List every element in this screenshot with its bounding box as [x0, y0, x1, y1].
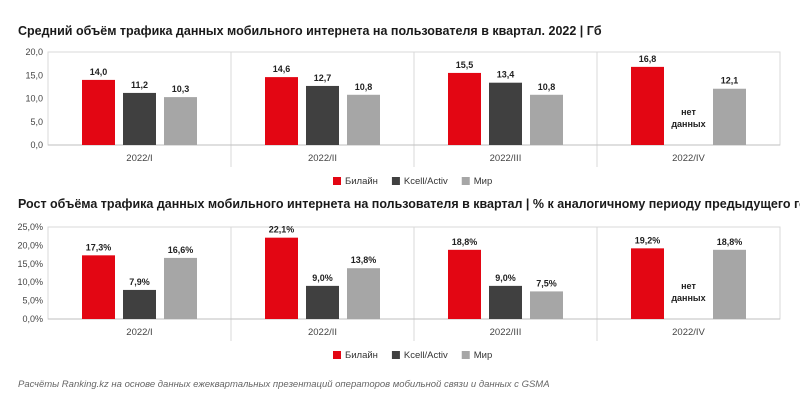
chart2-data-label: 19,2%	[635, 235, 661, 245]
chart1-no-data-label: нет	[681, 107, 696, 117]
chart1-legend-label: Kcell/Activ	[404, 176, 448, 187]
chart1-data-label: 10,8	[355, 82, 373, 92]
chart1-bar	[631, 66, 664, 145]
chart1-bar	[123, 92, 156, 145]
chart1-legend: Билайн Kcell/Activ Мир	[333, 176, 492, 187]
chart1-data-label: 10,8	[538, 82, 556, 92]
chart1-ytick: 15,0	[25, 70, 43, 80]
chart2-legend-swatch	[461, 351, 470, 359]
chart2-ytick: 20,0%	[17, 240, 43, 250]
chart1-bar	[713, 88, 746, 145]
source-note: Расчёты Ranking.kz на основе данных ежек…	[18, 379, 550, 390]
chart2-bar	[448, 249, 481, 319]
chart2-legend-label: Билайн	[345, 350, 378, 361]
chart2-bar	[164, 257, 197, 319]
chart1-bar	[265, 77, 298, 145]
chart2-no-data-label: нет	[681, 281, 696, 291]
chart1-legend-swatch	[333, 177, 341, 185]
chart1-bar	[347, 94, 380, 145]
chart1-category-label: 2022/III	[490, 153, 522, 164]
chart2-data-label: 13,8%	[351, 255, 377, 265]
chart2-bar	[265, 237, 298, 319]
chart1-bar	[530, 94, 563, 145]
chart1-data-label: 13,4	[497, 70, 515, 80]
chart2-legend-label: Мир	[474, 350, 493, 361]
chart1-bar	[448, 72, 481, 145]
chart1-legend-swatch	[461, 177, 470, 185]
chart1-bar	[489, 82, 522, 145]
chart1-data-label: 16,8	[639, 54, 657, 64]
chart1-ytick: 5,0	[30, 117, 43, 127]
chart1-legend-swatch	[391, 177, 400, 185]
chart2-bar	[306, 285, 339, 319]
chart2-category-label: 2022/IV	[672, 327, 705, 338]
chart2-category-label: 2022/III	[490, 327, 522, 338]
chart1-ytick: 10,0	[25, 94, 43, 104]
chart1-data-label: 11,2	[131, 80, 148, 90]
chart1-ytick: 0,0	[30, 140, 43, 150]
chart2-data-label: 18,8%	[717, 237, 743, 247]
chart2-category-label: 2022/II	[308, 327, 337, 338]
chart1-category-label: 2022/I	[126, 153, 152, 164]
chart1-category-label: 2022/II	[308, 153, 337, 164]
chart2-data-label: 22,1%	[269, 225, 295, 235]
chart2-data-label: 9,0%	[312, 273, 333, 283]
chart2-title: Рост объёма трафика данных мобильного ин…	[18, 197, 800, 211]
chart1-data-label: 14,6	[273, 64, 291, 74]
chart1-legend-label: Билайн	[345, 176, 378, 187]
chart1-bar	[164, 97, 197, 145]
chart1-bar	[306, 85, 339, 145]
chart2-ytick: 10,0%	[17, 277, 43, 287]
chart2-ytick: 15,0%	[17, 259, 43, 269]
chart2-ytick: 25,0%	[17, 222, 43, 232]
chart2-bar	[530, 291, 563, 319]
chart1-data-label: 10,3	[172, 84, 190, 94]
chart2-legend: Билайн Kcell/Activ Мир	[333, 350, 492, 361]
chart1-data-label: 12,1	[721, 76, 739, 86]
chart2-bar	[489, 285, 522, 319]
chart2-data-label: 16,6%	[168, 245, 194, 255]
chart2-legend-label: Kcell/Activ	[404, 350, 448, 361]
chart2-category-label: 2022/I	[126, 327, 152, 338]
chart2-bar	[631, 248, 664, 319]
chart2-data-label: 18,8%	[452, 237, 478, 247]
chart2-ytick: 0,0%	[22, 314, 43, 324]
chart2-data-label: 9,0%	[495, 273, 516, 283]
chart1-title: Средний объём трафика данных мобильного …	[18, 24, 602, 38]
chart2-bar	[713, 249, 746, 319]
chart2-data-label: 7,9%	[129, 277, 150, 287]
chart1-plot: 0,0 5,0 10,0 15,0 20,0 14,0 11,2 10,3 2022/I 14,6…	[25, 47, 781, 167]
chart1-data-label: 14,0	[90, 67, 108, 77]
chart1-ytick: 20,0	[25, 47, 43, 57]
chart2-bar	[123, 289, 156, 319]
chart2-data-label: 17,3%	[86, 242, 112, 252]
chart1-category-label: 2022/IV	[672, 153, 705, 164]
chart2-legend-swatch	[391, 351, 400, 359]
chart2-data-label: 7,5%	[536, 278, 557, 288]
chart2-ytick: 5,0%	[22, 296, 43, 306]
chart2-bar	[347, 268, 380, 319]
chart2-legend-swatch	[333, 351, 341, 359]
chart1-data-label: 12,7	[314, 73, 332, 83]
chart1-bar	[82, 79, 115, 145]
chart1-legend-label: Мир	[474, 176, 493, 187]
chart2-no-data-label: данных	[671, 293, 705, 303]
chart1-no-data-label: данных	[671, 119, 705, 129]
chart1-data-label: 15,5	[456, 60, 474, 70]
chart2-bar	[82, 255, 115, 319]
chart2-plot: 0,0% 5,0% 10,0% 15,0% 20,0% 25,0% 17,3% 7,9% 16,…	[17, 222, 781, 341]
